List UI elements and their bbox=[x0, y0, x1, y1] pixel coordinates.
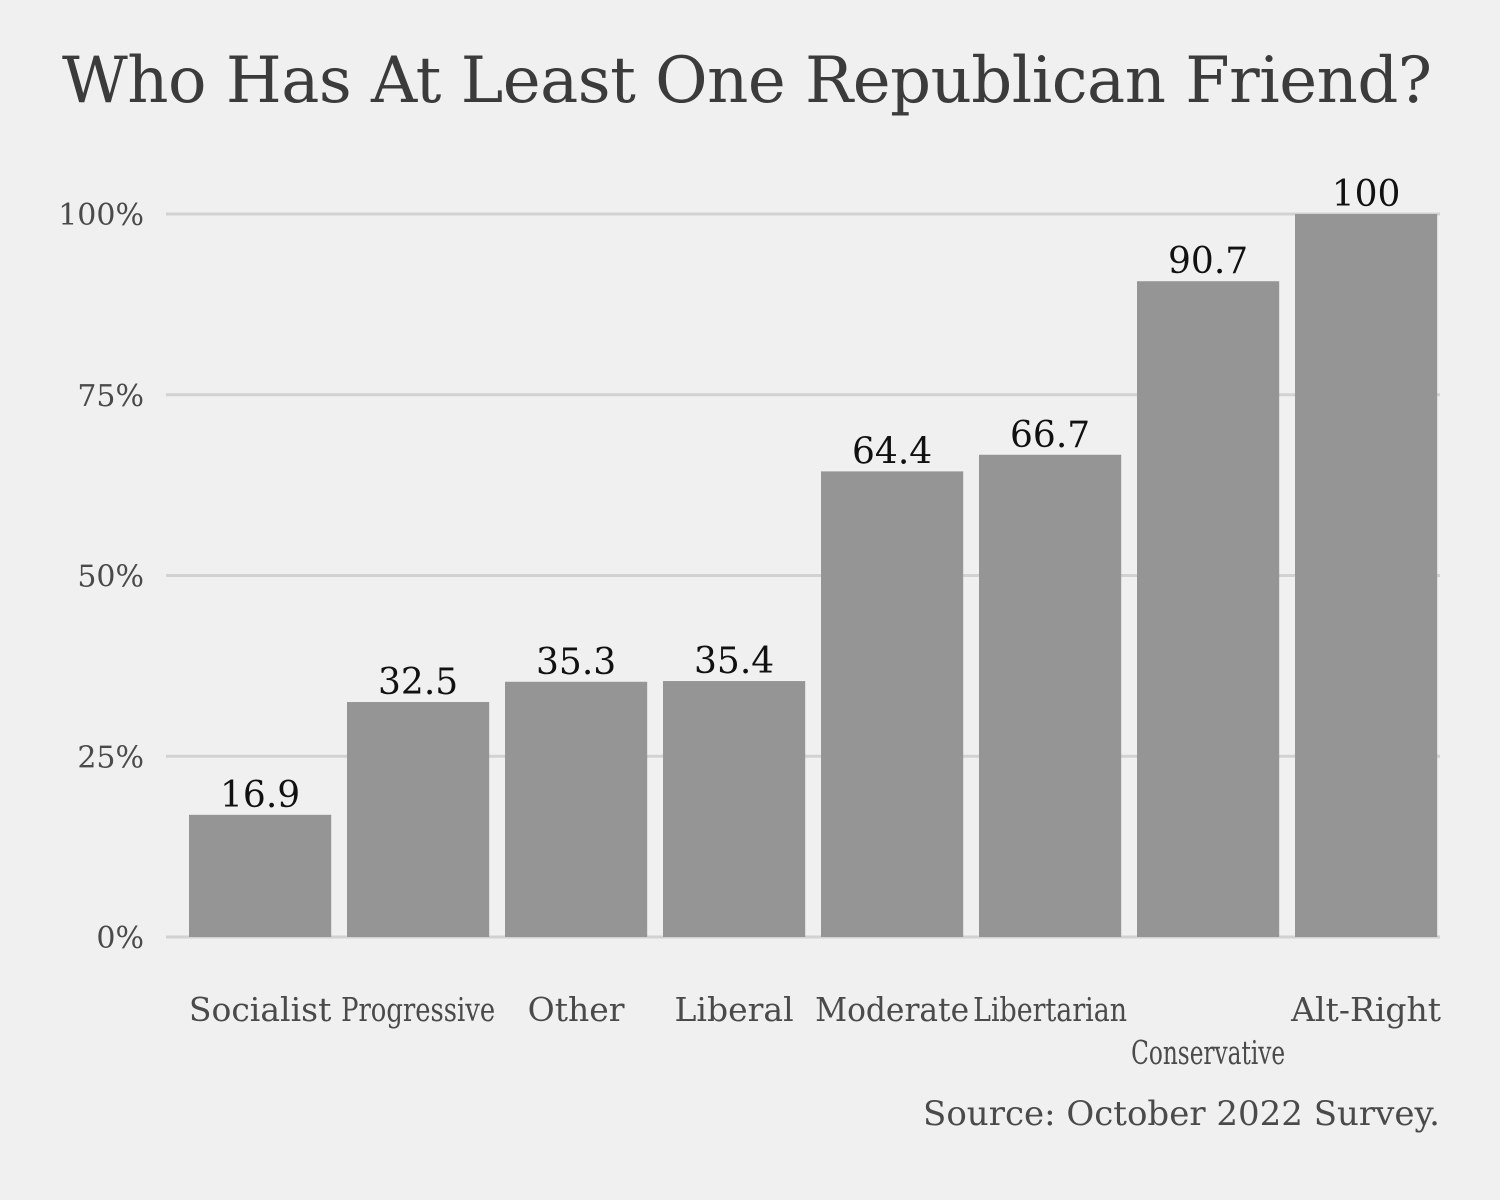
y-tick-label: 75% bbox=[77, 379, 144, 414]
bar bbox=[821, 471, 964, 937]
bar-value-label: 35.3 bbox=[536, 642, 616, 683]
x-tick-label: Other bbox=[528, 990, 625, 1029]
x-tick-label: Moderate bbox=[815, 990, 969, 1029]
x-tick-label: Alt-Right bbox=[1290, 990, 1441, 1029]
bar bbox=[1137, 281, 1280, 937]
x-tick-label: Conservative bbox=[1131, 1033, 1285, 1072]
y-tick-label: 0% bbox=[96, 921, 144, 956]
y-tick-label: 100% bbox=[58, 198, 144, 233]
bar-value-label: 32.5 bbox=[378, 662, 458, 703]
chart-title: Who Has At Least One Republican Friend? bbox=[62, 44, 1432, 118]
bar-value-label: 100 bbox=[1332, 174, 1401, 215]
bar-value-label: 64.4 bbox=[852, 431, 932, 472]
bar-value-label: 90.7 bbox=[1168, 241, 1248, 282]
bar bbox=[505, 681, 648, 937]
bar bbox=[663, 681, 806, 937]
x-tick-label: Progressive bbox=[341, 990, 495, 1029]
y-tick-label: 25% bbox=[77, 740, 144, 775]
bar bbox=[979, 454, 1122, 937]
bar-value-label: 16.9 bbox=[220, 775, 300, 816]
bar bbox=[347, 702, 490, 937]
source-note: Source: October 2022 Survey. bbox=[923, 1094, 1440, 1134]
bar-value-label: 66.7 bbox=[1010, 415, 1090, 456]
x-tick-label: Socialist bbox=[189, 990, 332, 1029]
bar-value-label: 35.4 bbox=[694, 641, 774, 682]
y-tick-label: 50% bbox=[77, 560, 144, 595]
bar bbox=[1295, 214, 1438, 937]
x-tick-label: Liberal bbox=[675, 990, 794, 1029]
bar bbox=[189, 814, 332, 937]
x-tick-label: Libertarian bbox=[973, 990, 1127, 1029]
